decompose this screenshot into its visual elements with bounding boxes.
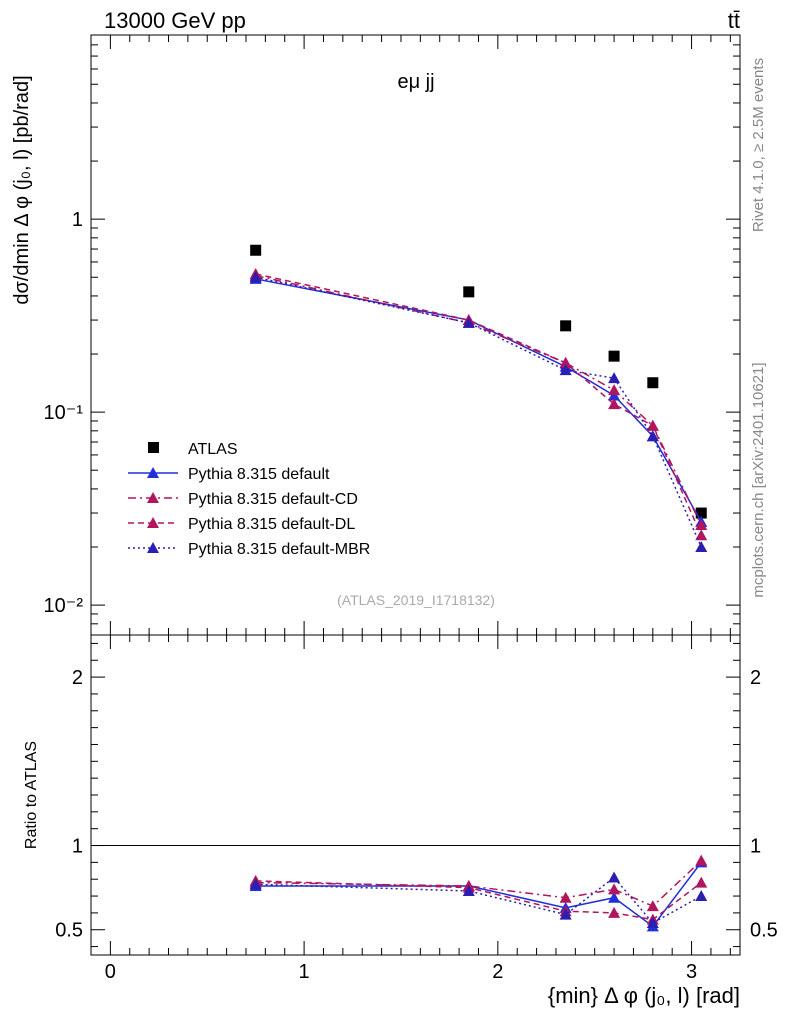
main-y-axis-label: dσ/dmin Δ φ (j₀, l) [pb/rad] (11, 75, 33, 304)
legend-marker (148, 442, 159, 453)
ratio-panel: 0.5 0.5 1 1 2 2 0 1 2 3 Ratio to ATLAS (23, 634, 778, 983)
ratio-y-axis-label: Ratio to ATLAS (23, 741, 40, 849)
legend-label: Pythia 8.315 default-CD (188, 491, 358, 508)
ratio-point (695, 876, 708, 888)
ratio-point (559, 908, 572, 920)
ratio-point (608, 891, 621, 903)
ratio-series-pythia-8-315-default-dl (249, 874, 708, 925)
y-tick-label: 1 (72, 209, 83, 231)
energy-label: 13000 GeV pp (104, 8, 246, 33)
ratio-series-pythia-8-315-default (249, 856, 708, 932)
y-tick-label: 10⁻¹ (44, 402, 84, 424)
x-tick-labels: 0 1 2 3 (105, 961, 697, 983)
ratio-series (249, 854, 708, 932)
ratio-y-tick-labels: 0.5 0.5 1 1 2 2 (55, 667, 778, 942)
ratio-series-pythia-8-315-default-mbr (249, 871, 708, 928)
process-label: tt̄ (728, 8, 740, 33)
data-point (695, 529, 708, 541)
ratio-y-tick-label-left: 1 (72, 836, 83, 858)
legend-label: Pythia 8.315 default-MBR (188, 541, 370, 558)
data-point (647, 377, 659, 389)
data-point (695, 507, 707, 519)
legend-marker (147, 467, 159, 478)
ratio-y-tick-label-left: 2 (72, 667, 83, 689)
series-line (255, 273, 702, 536)
legend-label: Pythia 8.315 default-DL (188, 516, 355, 533)
data-point (462, 316, 475, 328)
ratio-point (695, 854, 708, 866)
legend-marker (147, 492, 159, 503)
ratio-y-tick-label-left: 0.5 (55, 920, 83, 942)
ratio-point (462, 885, 475, 896)
legend-marker (147, 517, 159, 528)
x-tick-label: 0 (105, 961, 116, 983)
legend-entry: Pythia 8.315 default-CD (128, 491, 358, 508)
series-pythia-8-315-default-dl (249, 267, 708, 541)
data-point (559, 356, 572, 368)
ratio-point (249, 878, 262, 890)
ratio-point (695, 890, 708, 902)
ratio-point (608, 906, 621, 918)
series-line (255, 278, 702, 523)
data-point (250, 244, 262, 256)
main-axis-ticks (91, 34, 740, 636)
panel-title: eμ jj (397, 71, 434, 93)
data-point (608, 384, 621, 396)
legend-marker (147, 542, 159, 553)
ratio-y-tick-label-right: 1 (750, 836, 761, 858)
data-point (608, 350, 620, 362)
ratio-point (559, 891, 572, 903)
data-point (249, 271, 262, 283)
series-pythia-8-315-default-mbr (249, 271, 708, 553)
series-atlas (250, 244, 707, 519)
x-axis-label: {min} Δ φ (j₀, l) [rad] (548, 983, 740, 1008)
ratio-line (255, 861, 702, 928)
legend-entry: Pythia 8.315 default-MBR (128, 541, 370, 558)
ratio-point (608, 883, 621, 895)
ratio-point (608, 871, 621, 883)
main-panel: 10⁻² 10⁻¹ 1 eμ jj dσ/dmin Δ φ (j₀, l) [pb/… (11, 34, 741, 636)
ratio-axis-ticks (91, 635, 740, 955)
data-point (463, 286, 475, 298)
x-tick-label: 1 (299, 961, 310, 983)
ratio-frame (90, 634, 741, 956)
source-label: mcplots.cern.ch [arXiv:2401.10621] (750, 362, 767, 597)
main-y-tick-labels: 10⁻² 10⁻¹ 1 (44, 209, 84, 617)
series-line (255, 274, 702, 526)
ratio-point (646, 900, 659, 912)
ratio-point (646, 917, 659, 928)
x-tick-label: 2 (492, 961, 503, 983)
y-tick-label: 10⁻² (44, 595, 84, 617)
x-tick-label: 3 (686, 961, 697, 983)
series-pythia-8-315-default (249, 272, 708, 527)
ratio-line (255, 880, 702, 921)
ratio-line (255, 860, 702, 908)
legend-entry: Pythia 8.315 default-DL (128, 516, 355, 533)
ratio-y-tick-label-right: 2 (750, 667, 761, 689)
data-point (559, 364, 572, 376)
data-point (646, 419, 659, 431)
legend-entry: Pythia 8.315 default (128, 466, 330, 483)
data-point (695, 541, 708, 553)
rivet-label: Rivet 4.1.0, ≥ 2.5M events (750, 58, 767, 232)
data-point (646, 430, 659, 442)
legend-label: Pythia 8.315 default (188, 466, 330, 483)
legend-entry: ATLAS (148, 441, 238, 458)
ratio-y-tick-label-right: 0.5 (750, 920, 778, 942)
main-series (249, 244, 708, 553)
data-point (560, 320, 572, 332)
data-point (608, 372, 621, 384)
analysis-id: (ATLAS_2019_I1718132) (337, 592, 495, 608)
legend: ATLAS Pythia 8.315 default Pythia 8.315 de… (128, 441, 370, 558)
legend-label: ATLAS (188, 441, 238, 458)
series-line (255, 276, 702, 548)
data-point (608, 398, 621, 410)
